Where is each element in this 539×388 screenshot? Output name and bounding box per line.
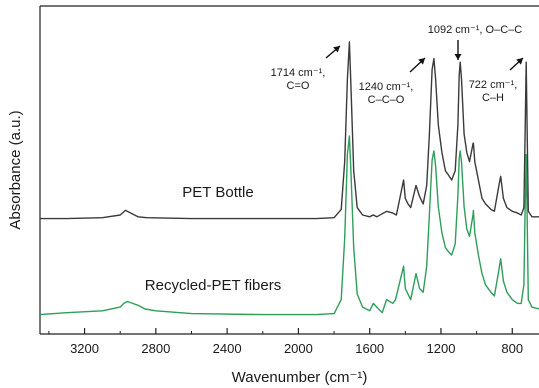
series-line-pet-bottle [40, 41, 539, 220]
series-label: Recycled-PET fibers [145, 277, 281, 294]
series-labels: PET Bottle Recycled-PET fibers [145, 184, 281, 294]
annotation-label: 722 cm⁻¹, [469, 79, 518, 91]
x-tick-label: 2800 [141, 341, 170, 356]
annotation-arrowhead [333, 46, 340, 53]
annotation-arrowhead [516, 58, 523, 65]
x-tick-label: 2400 [213, 341, 242, 356]
x-tick-label: 1200 [427, 341, 456, 356]
annotation-label: C–C–O [368, 94, 405, 106]
x-tick-label: 800 [501, 341, 523, 356]
annotation-label: C=O [287, 80, 310, 92]
x-axis-ticks: 3200 2800 2400 2000 1600 1200 800 [48, 328, 523, 356]
annotation-label: 1714 cm⁻¹, [271, 67, 326, 79]
x-tick-label: 3200 [70, 341, 99, 356]
peak-annotations: 1714 cm⁻¹,C=O 1240 cm⁻¹,C–C–O 1092 cm⁻¹, O… [271, 24, 524, 106]
plot-frame [39, 5, 539, 335]
y-axis-title: Absorbance (a.u.) [7, 110, 24, 229]
x-tick-label: 2000 [284, 341, 313, 356]
annotation-arrowhead [454, 54, 462, 60]
x-tick-label: 1600 [355, 341, 384, 356]
series-line-recycled-pet-fibers [39, 135, 539, 316]
series-label: PET Bottle [182, 184, 253, 201]
annotation-label: 1092 cm⁻¹, O–C–C [428, 24, 523, 36]
annotation-label: 1240 cm⁻¹, [359, 81, 414, 93]
annotation-label: C–H [482, 92, 504, 104]
spectra-curves [39, 41, 539, 316]
annotation-arrowhead [418, 58, 425, 65]
x-axis-title: Wavenumber (cm⁻¹) [232, 369, 368, 386]
